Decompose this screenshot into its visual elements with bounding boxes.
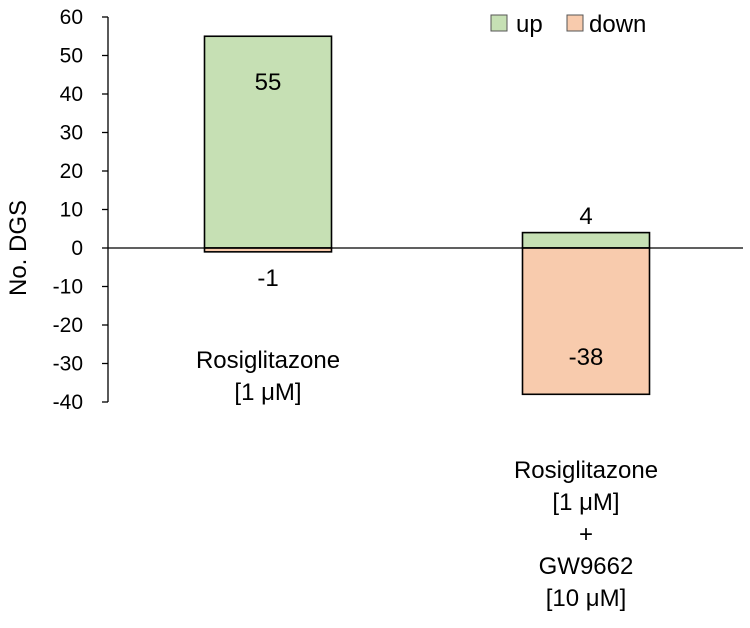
legend-swatch-up [490, 14, 508, 32]
legend-label-down: down [589, 11, 646, 38]
bars [203, 35, 651, 396]
data-label: -1 [257, 265, 278, 292]
legend-swatch-down [566, 14, 584, 32]
y-tick-label: 50 [60, 45, 83, 68]
bar-down [521, 247, 651, 396]
y-tick-label: -30 [53, 353, 83, 376]
y-tick-label: -10 [53, 276, 83, 299]
category-labels: Rosiglitazone [1 μM] Rosiglitazone [1 μM] + G… [196, 347, 658, 612]
y-tick-label: 0 [71, 237, 83, 260]
legend: up down [490, 11, 646, 38]
y-tick-label: 40 [60, 83, 83, 106]
y-tick-label: 20 [60, 160, 83, 183]
bar-up [203, 35, 333, 249]
y-axis: 60 50 40 30 20 10 0 -10 -20 -30 -40 [53, 6, 109, 414]
y-tick-label: 30 [60, 122, 83, 145]
legend-label-up: up [516, 11, 543, 38]
category-label: [10 μM] [546, 585, 627, 612]
y-tick-label: 10 [60, 199, 83, 222]
category-label: Rosiglitazone [514, 457, 658, 484]
y-tick-label: -40 [53, 391, 83, 414]
data-label: 55 [255, 69, 282, 96]
category-label: GW9662 [539, 553, 634, 580]
category-label: [1 μM] [234, 379, 301, 406]
category-label: + [579, 521, 593, 548]
y-tick-label: -20 [53, 314, 83, 337]
y-axis-label: No. DGS [5, 200, 32, 296]
category-label: [1 μM] [552, 489, 619, 516]
bar-up [521, 231, 651, 249]
data-label: 4 [579, 203, 592, 230]
data-labels: 55 4 -1 -38 [255, 69, 604, 371]
y-tick-label: 60 [60, 6, 83, 29]
data-label: -38 [569, 344, 604, 371]
category-label: Rosiglitazone [196, 347, 340, 374]
